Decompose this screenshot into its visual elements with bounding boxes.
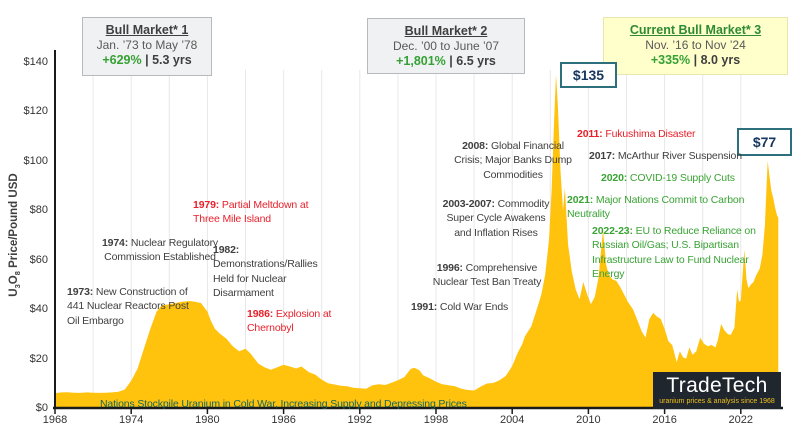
bull-market-2-box: Bull Market* 2 Dec. ’00 to June ’07 +1,8… bbox=[367, 18, 525, 74]
bull-market-3-stats: +335% | 8.0 yrs bbox=[650, 53, 741, 67]
tradetech-logo: TradeTech uranium prices & analysis sinc… bbox=[653, 372, 781, 409]
annotation-2003-2007-supercycle: 2003-2007: Commodity Super Cycle Awakens… bbox=[442, 198, 550, 239]
annotation-2017-mcarthur: 2017: McArthur River Suspension bbox=[589, 150, 742, 162]
annotation-2008-financial-crisis: 2008: Global Financial Crisis; Major Ban… bbox=[454, 140, 572, 181]
bull-market-1-box: Bull Market* 1 Jan. ’73 to May ’78 +629%… bbox=[82, 17, 212, 76]
bull-market-2-title: Bull Market* 2 bbox=[404, 24, 488, 38]
annotation-1974-nrc: 1974: Nuclear Regulatory Commission Esta… bbox=[101, 237, 219, 264]
bull-market-3-period: Nov. ’16 to Nov ’24 bbox=[645, 38, 746, 52]
bull-market-1-stats: +629% | 5.3 yrs bbox=[102, 53, 192, 67]
bull-market-1-title: Bull Market* 1 bbox=[105, 23, 189, 37]
annotation-1991-cold-war: 1991: Cold War Ends bbox=[411, 301, 509, 313]
annotation-2020-covid: 2020: COVID-19 Supply Cuts bbox=[601, 172, 735, 184]
annotation-2022-23-eu-infrastructure: 2022-23: EU to Reduce Reliance on Russia… bbox=[592, 225, 756, 280]
tradetech-logo-tagline: uranium prices & analysis since 1968 bbox=[659, 398, 775, 405]
annotation-1973-reactors: 1973: New Construction of 441 Nuclear Re… bbox=[67, 286, 189, 327]
annotation-2011-fukushima: 2011: Fukushima Disaster bbox=[577, 128, 696, 140]
price-callout-77: $77 bbox=[737, 128, 792, 156]
bull-market-2-stats: +1,801% | 6.5 yrs bbox=[396, 54, 496, 68]
y-axis-title: U3O8 Price/Pound USD bbox=[7, 173, 23, 297]
price-callout-135: $135 bbox=[560, 62, 617, 88]
tradetech-logo-name: TradeTech bbox=[666, 374, 768, 397]
bull-market-2-period: Dec. ’00 to June ’07 bbox=[392, 39, 500, 53]
bull-market-3-box: Current Bull Market* 3 Nov. ’16 to Nov ’… bbox=[603, 17, 788, 75]
annotation-1996-test-ban: 1996: Comprehensive Nuclear Test Ban Tre… bbox=[432, 262, 542, 289]
annotation-cold-war-stockpile-note: Nations Stockpile Uranium in Cold War, I… bbox=[100, 398, 467, 410]
bull-market-1-period: Jan. ’73 to May ’78 bbox=[96, 38, 198, 52]
annotation-1982-rallies: 1982: Demonstrations/Rallies Held for Nu… bbox=[213, 244, 318, 299]
annotation-1986-chernobyl: 1986: Explosion at Chernobyl bbox=[247, 308, 332, 335]
annotation-1979-three-mile-island: 1979: Partial Meltdown at Three Mile Isl… bbox=[193, 199, 309, 226]
annotation-2021-carbon-neutrality: 2021: Major Nations Commit to Carbon Neu… bbox=[567, 194, 745, 221]
bull-market-3-title: Current Bull Market* 3 bbox=[629, 23, 762, 37]
